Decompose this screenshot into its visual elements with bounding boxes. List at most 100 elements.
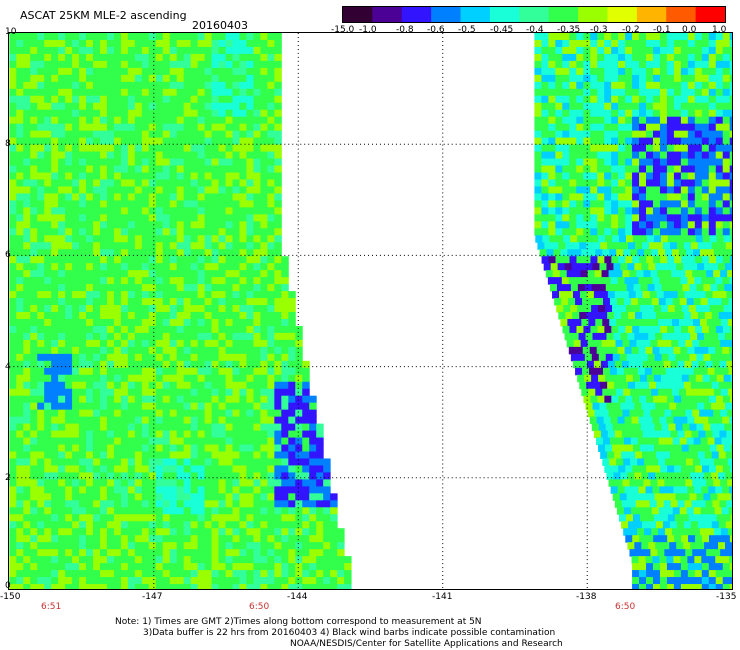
swath-cell: [267, 249, 275, 257]
swath-cell: [718, 521, 727, 529]
swath-cell: [58, 367, 66, 376]
swath-cell: [211, 200, 220, 208]
swath-cell: [155, 277, 164, 285]
swath-cell: [176, 542, 185, 550]
swath-cell: [239, 305, 247, 313]
swath-cell: [555, 207, 563, 215]
swath-cell: [99, 60, 108, 69]
swath-cell: [569, 33, 577, 41]
swath-cell: [260, 179, 268, 187]
swath-cell: [672, 298, 681, 306]
swath-cell: [79, 144, 87, 153]
swath-cell: [120, 228, 129, 236]
swath-cell: [197, 298, 206, 306]
swath-cell: [679, 507, 688, 515]
swath-cell: [655, 242, 664, 250]
swath-cell: [628, 291, 637, 299]
swath-cell: [86, 325, 94, 334]
swath-cell: [211, 493, 220, 501]
swath-cell: [176, 228, 185, 236]
swath-cell: [616, 298, 625, 306]
swath-cell: [197, 137, 206, 146]
swath-cell: [309, 402, 317, 411]
swath-cell: [232, 423, 240, 432]
swath-cell: [699, 318, 708, 327]
swath-cell: [183, 67, 192, 76]
swath-cell: [267, 311, 275, 320]
swath-cell: [678, 270, 686, 278]
swath-cell: [37, 416, 45, 425]
swath-cell: [260, 284, 268, 292]
swath-cell: [673, 277, 681, 285]
swath-cell: [120, 53, 129, 62]
swath-cell: [681, 444, 690, 452]
swath-cell: [141, 549, 150, 557]
swath-cell: [72, 374, 80, 383]
swath-cell: [295, 423, 303, 432]
swath-cell: [260, 298, 268, 306]
swath-cell: [72, 479, 80, 487]
swath-cell: [99, 130, 108, 139]
swath-cell: [623, 507, 632, 515]
swath-cell: [113, 95, 122, 104]
swath-cell: [274, 318, 282, 327]
swath-cell: [99, 291, 108, 299]
swath-cell: [632, 535, 640, 543]
swath-cell: [673, 102, 682, 111]
swath-cell: [183, 123, 192, 132]
swath-cell: [673, 200, 682, 208]
swath-cell: [668, 423, 677, 432]
swath-cell: [106, 465, 115, 473]
swath-cell: [120, 95, 129, 104]
swath-cell: [701, 39, 710, 48]
swath-cell: [699, 528, 708, 536]
swath-cell: [16, 535, 24, 543]
swath-cell: [16, 193, 24, 201]
swath-cell: [183, 214, 192, 222]
swath-cell: [148, 60, 157, 69]
swath-cell: [141, 514, 150, 522]
swath-cell: [647, 284, 656, 292]
swath-cell: [99, 402, 108, 411]
swath-cell: [37, 95, 45, 104]
swath-cell: [183, 74, 192, 83]
swath-cell: [562, 179, 570, 187]
swath-cell: [239, 284, 247, 292]
swath-cell: [680, 137, 689, 146]
swath-cell: [44, 109, 52, 118]
swath-cell: [701, 151, 710, 160]
swath-cell: [611, 395, 619, 404]
colorbar-tick-label: -0.5: [458, 25, 476, 35]
swath-cell: [86, 451, 94, 459]
swath-cell: [253, 221, 261, 229]
swath-cell: [246, 67, 254, 76]
swath-cell: [162, 179, 171, 187]
swath-cell: [706, 388, 715, 397]
swath-cell: [625, 144, 633, 153]
swath-cell: [92, 151, 101, 160]
swath-cell: [16, 39, 24, 48]
swath-cell: [253, 179, 261, 187]
swath-cell: [718, 472, 726, 480]
swath-cell: [86, 165, 94, 173]
swath-cell: [649, 360, 658, 369]
swath-cell: [9, 339, 17, 348]
swath-cell: [225, 451, 233, 459]
swath-cell: [72, 235, 80, 243]
swath-cell: [197, 130, 206, 139]
swath-cell: [630, 298, 639, 306]
swath-cell: [23, 353, 31, 362]
swath-cell: [309, 416, 317, 425]
swath-cell: [548, 172, 556, 180]
swath-cell: [92, 500, 101, 508]
swath-cell: [323, 549, 331, 557]
swath-cell: [169, 200, 178, 208]
swath-cell: [169, 67, 178, 76]
swath-cell: [590, 151, 598, 160]
swath-cell: [586, 291, 595, 299]
swath-cell: [662, 242, 671, 250]
swath-cell: [127, 507, 136, 515]
swath-cell: [204, 116, 213, 125]
swath-cell: [632, 151, 640, 160]
swath-cell: [148, 367, 157, 376]
